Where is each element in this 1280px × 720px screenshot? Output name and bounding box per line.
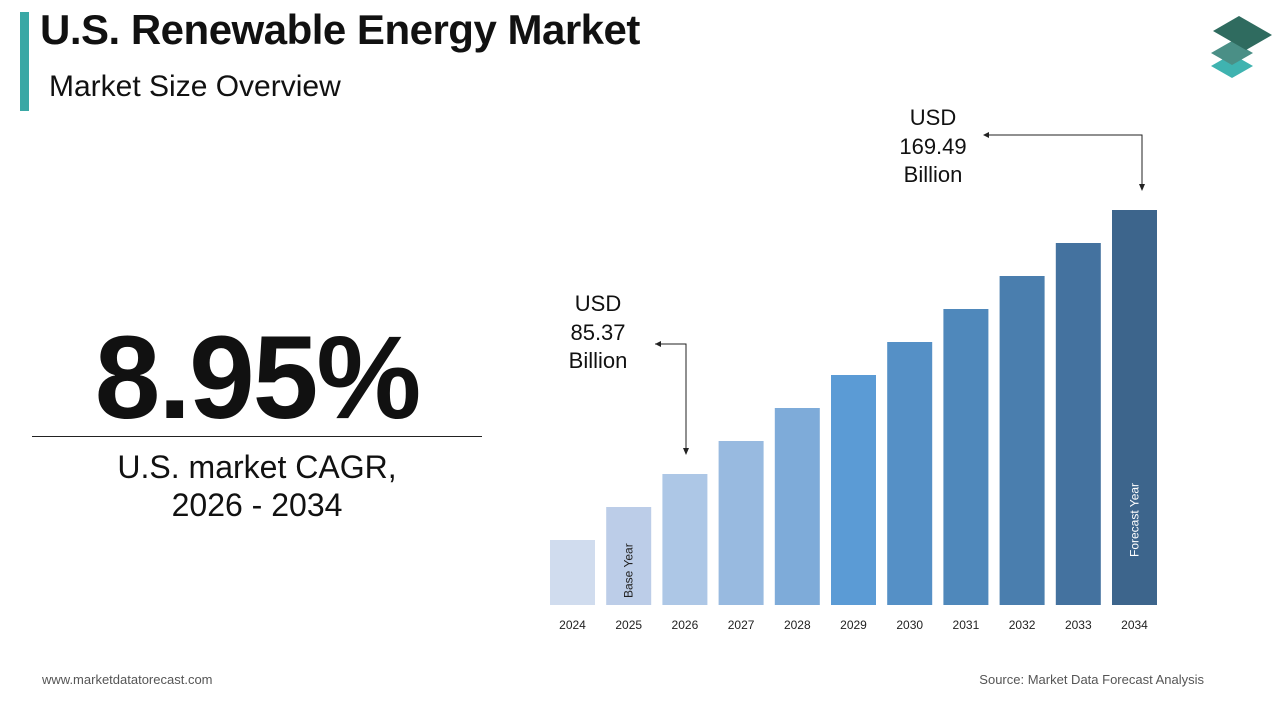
annotation-value: 85.37 [570,319,626,345]
bar-label-2034: Forecast Year [1128,483,1142,557]
x-tick-label: 2028 [784,618,811,632]
bar-2024 [550,540,595,605]
bar-2032 [999,276,1045,605]
x-tick-label: 2030 [896,618,923,632]
bar-2031 [943,309,989,605]
divider [32,436,482,437]
x-tick-label: 2027 [728,618,755,632]
bar-2029 [831,375,876,605]
cagr-label: U.S. market CAGR, 2026 - 2034 [32,448,482,524]
x-tick-label: 2033 [1065,618,1092,632]
annotation-line: USD [574,291,622,316]
bar-2034 [1112,210,1157,605]
arrow-2034 [984,134,1143,188]
bar-2030 [887,342,933,605]
x-tick-label: 2029 [840,618,867,632]
x-tick-label: 2024 [559,618,586,632]
arrowhead [1139,184,1145,191]
bar-2027 [718,441,764,605]
bar-2025 [606,507,652,605]
bar-label-2025: Base Year [622,543,636,598]
annotation-2026: USD 85.37 Billion [538,290,658,376]
website-link[interactable]: www.marketdatatorecast.com [42,672,213,687]
source-note: Source: Market Data Forecast Analysis [979,672,1204,687]
annotation-line: Billion [568,348,628,373]
arrowhead [683,448,689,455]
cagr-value: 8.95% [94,312,422,444]
bar-2026 [662,474,708,605]
x-tick-label: 2025 [615,618,642,632]
x-tick-label: 2031 [953,618,980,632]
bar-2028 [774,408,820,605]
page-subtitle: Market Size Overview [49,70,341,103]
accent-bar [20,12,29,111]
stacked-layers-icon [1211,16,1272,78]
annotation-value: 169.49 [899,133,967,159]
arrowhead [655,341,661,347]
bar-2033 [1055,243,1101,605]
annotation-2034: USD 169.49 Billion [873,104,993,190]
arrow-2026 [655,343,687,452]
cagr-period: 2026 - 2034 [171,487,343,523]
arrowhead [983,132,989,138]
x-tick-label: 2026 [672,618,699,632]
x-tick-label: 2034 [1121,618,1148,632]
x-tick-label: 2032 [1009,618,1036,632]
annotation-line: USD [909,105,957,130]
cagr-label-line: U.S. market CAGR, [117,449,397,485]
annotation-line: Billion [903,162,963,187]
page-title: U.S. Renewable Energy Market [40,6,640,53]
